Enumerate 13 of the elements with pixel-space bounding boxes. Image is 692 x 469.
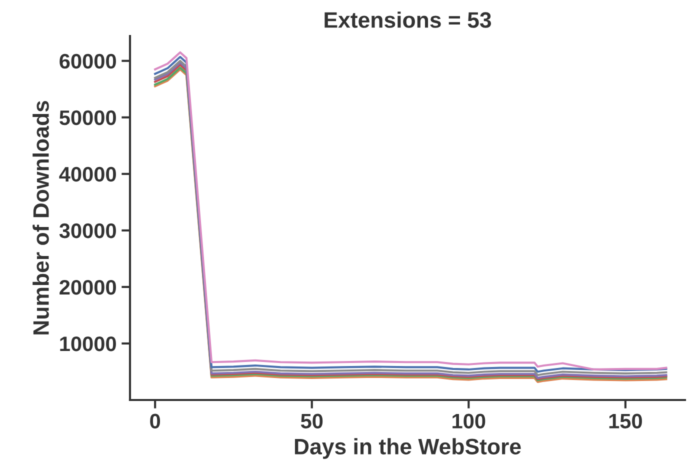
x-tick-label: 150 <box>609 414 642 428</box>
x-tick-label: 100 <box>452 414 486 428</box>
x-tick-label: 50 <box>300 414 323 428</box>
y-tick-label: 60000 <box>60 54 116 69</box>
y-tick-label: 10000 <box>60 336 116 352</box>
y-tick-label: 50000 <box>60 110 116 126</box>
x-axis-title: Days in the WebStore <box>294 438 521 459</box>
y-tick-label: 20000 <box>60 280 116 295</box>
chart-title: Extensions = 53 <box>324 12 491 28</box>
y-axis-title: Number of Downloads <box>32 101 49 334</box>
y-tick-label: 30000 <box>59 223 116 238</box>
y-tick-label: 40000 <box>59 166 116 182</box>
x-tick-label: 0 <box>150 414 160 428</box>
